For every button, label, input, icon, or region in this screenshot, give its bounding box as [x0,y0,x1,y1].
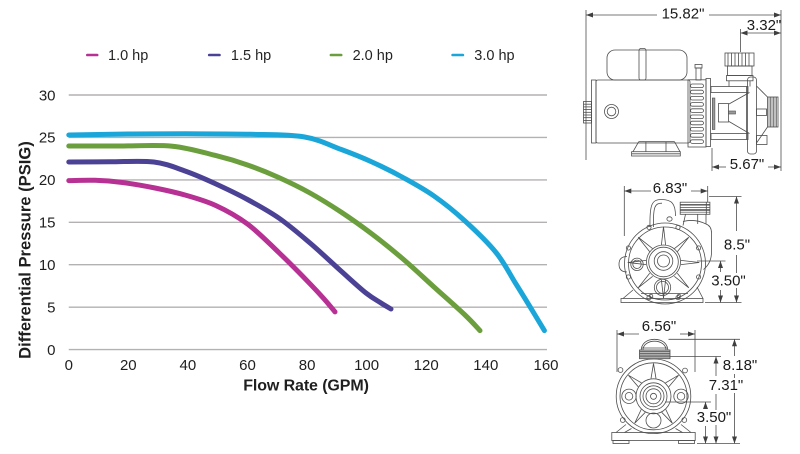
svg-text:10: 10 [39,257,56,274]
svg-text:8.5": 8.5" [724,237,750,254]
svg-text:2.0 hp: 2.0 hp [353,48,393,64]
svg-text:Differential Pressure (PSIG): Differential Pressure (PSIG) [16,141,35,359]
svg-text:140: 140 [473,357,498,374]
svg-text:5: 5 [47,300,55,317]
svg-text:30: 30 [39,87,56,104]
svg-text:25: 25 [39,130,56,147]
svg-text:60: 60 [239,357,256,374]
svg-text:3.0 hp: 3.0 hp [474,48,514,64]
svg-text:0: 0 [65,357,73,374]
svg-text:15: 15 [39,215,56,232]
svg-text:1.0 hp: 1.0 hp [108,48,148,64]
svg-text:0: 0 [47,342,55,359]
svg-text:1.5 hp: 1.5 hp [231,48,271,64]
svg-text:8.18": 8.18" [723,357,758,374]
svg-text:6.83": 6.83" [653,180,688,197]
svg-text:3.50": 3.50" [711,273,746,290]
svg-text:80: 80 [299,357,316,374]
svg-text:5.67": 5.67" [730,156,765,173]
svg-text:160: 160 [533,357,558,374]
svg-text:20: 20 [39,172,56,189]
svg-text:15.82": 15.82" [662,6,705,23]
svg-text:3.50": 3.50" [697,409,732,426]
svg-text:Flow Rate (GPM): Flow Rate (GPM) [243,378,369,395]
svg-text:3.32": 3.32" [747,17,782,34]
svg-text:100: 100 [354,357,379,374]
svg-text:120: 120 [414,357,439,374]
svg-text:20: 20 [120,357,137,374]
svg-text:40: 40 [180,357,197,374]
svg-text:6.56": 6.56" [642,318,677,335]
svg-text:7.31": 7.31" [709,377,744,394]
